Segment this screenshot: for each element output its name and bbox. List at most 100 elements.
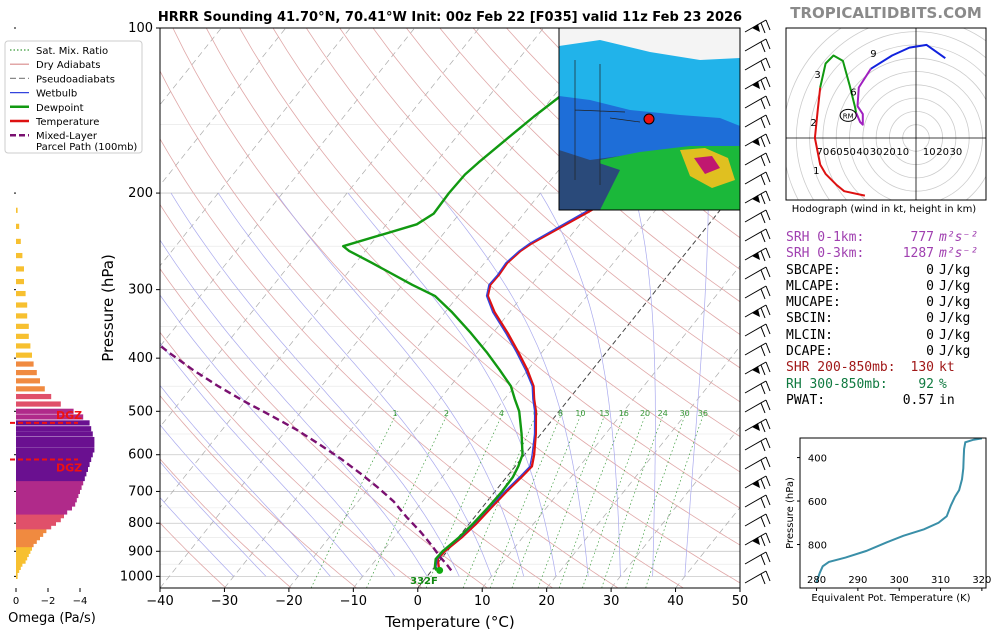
barb-flag	[760, 231, 766, 243]
moist-adiabat	[160, 461, 267, 577]
barb-staff	[744, 57, 767, 71]
rm-label: RM	[843, 112, 854, 120]
wind-barb	[744, 342, 771, 357]
omega-bar	[16, 452, 93, 458]
theta-e-x-tick-label: 320	[972, 575, 991, 586]
omega-bar	[16, 520, 56, 526]
omega-bar	[16, 252, 23, 259]
barb-flag	[760, 288, 766, 300]
chart-title: HRRR Sounding 41.70°N, 70.41°W Init: 00z…	[158, 10, 742, 25]
barb-pennant	[752, 195, 760, 203]
barb-flag	[765, 266, 771, 278]
hodograph-height-label: 6	[850, 87, 856, 98]
barb-flag	[760, 307, 766, 319]
theta-e-x-tick-label: 290	[848, 575, 867, 586]
skewt-axis-ticks: −40 −30 −20 −10 0 10 20 30 40 50 100 200 300 400 500 60…	[120, 21, 748, 609]
map-borders	[574, 60, 641, 185]
legend-label: Dry Adiabats	[36, 60, 100, 71]
omega-bar	[16, 386, 45, 392]
wind-barb	[744, 456, 771, 471]
legend-label: Wetbulb	[36, 89, 77, 100]
sounding-location-marker	[643, 113, 655, 125]
hodograph-height-label: 3	[814, 70, 820, 81]
stat-value: 92	[918, 376, 934, 392]
theta-e-line	[815, 438, 983, 583]
stat-unit: J/kg	[939, 262, 971, 278]
legend-label: Pseudoadiabats	[36, 74, 115, 85]
hodograph-segment-0	[813, 87, 866, 197]
omega-bar	[16, 558, 26, 564]
hodograph-ring-label: 60	[830, 147, 843, 158]
x-tick-label: −20	[275, 594, 302, 609]
wind-barb	[744, 532, 771, 547]
stats-panel: SRH 0-1km: 777 m²s⁻² SRH 0-3km: 1287 m²s⁻² SBC…	[786, 230, 978, 409]
omega-bar	[16, 333, 29, 339]
barb-pennant	[752, 252, 760, 260]
mixing-ratio-label: 16	[619, 409, 629, 418]
stat-value: 0	[926, 327, 934, 343]
barb-flag	[765, 323, 771, 335]
stat-row: SBCIN: 0 J/kg	[786, 311, 976, 327]
stat-row: MUCAPE: 0 J/kg	[786, 295, 976, 311]
barb-pennant	[752, 423, 760, 431]
wind-barb	[744, 437, 771, 452]
dry-adiabat	[172, 28, 740, 584]
x-tick-label: 40	[667, 594, 684, 609]
y-tick-label: 400	[128, 351, 153, 366]
dry-adiabat	[160, 458, 292, 588]
hodograph-ring-label: 10	[896, 147, 909, 158]
barb-flag	[760, 250, 766, 262]
omega-bar	[16, 513, 64, 519]
omega-bar	[16, 266, 24, 272]
hodograph-segment-2	[855, 68, 872, 126]
wind-barb	[744, 247, 771, 262]
skewt-profiles	[160, 29, 740, 574]
barb-staff	[744, 342, 767, 356]
y-tick-label: 800	[128, 516, 153, 531]
barb-flag	[765, 19, 771, 31]
stat-unit: J/kg	[939, 344, 971, 360]
mixing-ratio-label: 36	[698, 409, 708, 418]
hodograph-ring-label: 20	[936, 147, 949, 158]
omega-bar	[16, 431, 93, 437]
stat-unit: %	[939, 376, 947, 392]
theta-e-ticks: 280 290 300 310 320 400 600 800	[797, 454, 991, 591]
mixing-ratio-line	[489, 411, 563, 588]
barb-flag	[760, 421, 766, 433]
surface-temp-label: 332F	[410, 576, 438, 587]
barb-staff	[744, 456, 767, 470]
barb-flag	[760, 269, 766, 281]
stat-unit: J/kg	[939, 327, 971, 343]
theta-e-ylabel: Pressure (hPa)	[785, 477, 796, 549]
barb-flag	[765, 285, 771, 297]
moist-adiabat	[160, 424, 299, 577]
barb-pennant	[752, 81, 760, 89]
barb-flag	[765, 152, 771, 164]
omega-bar	[16, 223, 20, 229]
omega-bar	[16, 488, 80, 495]
hodograph-segment-3	[870, 43, 946, 70]
barb-flag	[760, 326, 766, 338]
barb-staff	[744, 171, 767, 185]
wind-barb	[744, 304, 771, 319]
dry-adiabat	[160, 203, 553, 588]
stat-row: SHR 200-850mb: 130 kt	[786, 360, 976, 376]
y-tick-label: 200	[128, 186, 153, 201]
barb-staff	[744, 285, 767, 299]
wind-barb	[744, 418, 771, 433]
stat-label: SRH 0-3km:	[786, 246, 865, 262]
theta-e-frame	[799, 437, 987, 589]
hodograph-frame	[785, 27, 987, 201]
moist-adiabat	[160, 294, 396, 577]
barb-flag	[760, 193, 766, 205]
skewt-background-lines: 1 2 4 6 8 10 13 16 20 24 30 36	[160, 28, 740, 588]
moist-adiabat	[540, 192, 621, 577]
x-tick-label: −30	[211, 594, 238, 609]
barb-flag	[760, 497, 766, 509]
wind-barb	[744, 95, 771, 110]
omega-bar	[16, 475, 85, 482]
dry-adiabat	[439, 28, 740, 303]
legend-label: Mixed-Layer	[36, 131, 98, 142]
barb-staff	[744, 437, 767, 451]
